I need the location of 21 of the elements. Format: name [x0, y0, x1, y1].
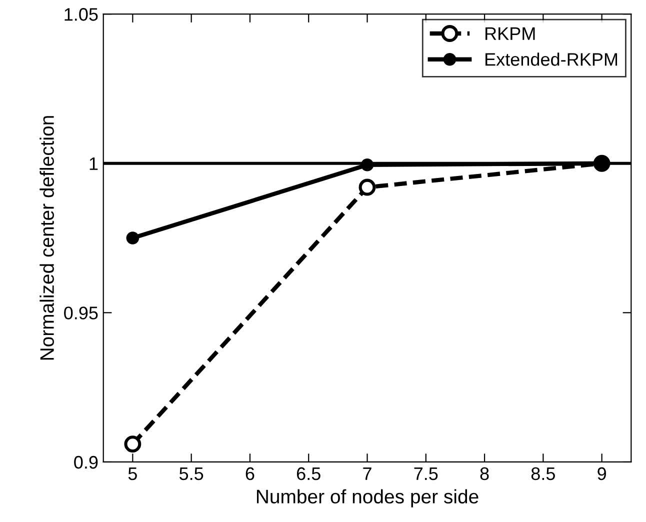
x-tick-label: 5.5	[179, 467, 204, 480]
legend-label: Extended-RKPM	[486, 52, 618, 66]
x-tick-label: 5	[128, 467, 137, 480]
point	[360, 158, 374, 172]
x-tick-label: 7.5	[414, 467, 438, 480]
x-tick-label: 6.5	[296, 467, 320, 480]
y-tick-label: 1	[90, 158, 98, 170]
y-tick-label: 0.95	[64, 306, 98, 320]
y-tick-label: 1.05	[64, 8, 98, 21]
point	[358, 178, 376, 196]
x-tick-label: 6	[246, 467, 254, 480]
point	[124, 436, 142, 453]
x-axis-title: Number of nodes per side	[256, 489, 478, 508]
point	[126, 232, 140, 244]
x-tick-label: 8	[480, 467, 489, 480]
y-axis-title: Normalized center deflection	[40, 116, 54, 360]
y-tick-label: 0.9	[74, 456, 98, 469]
legend-label: RKPM	[486, 27, 535, 40]
x-tick-label: 9	[598, 467, 606, 480]
x-tick-label: 7	[363, 467, 372, 480]
x-tick-label: 8.5	[531, 467, 555, 480]
